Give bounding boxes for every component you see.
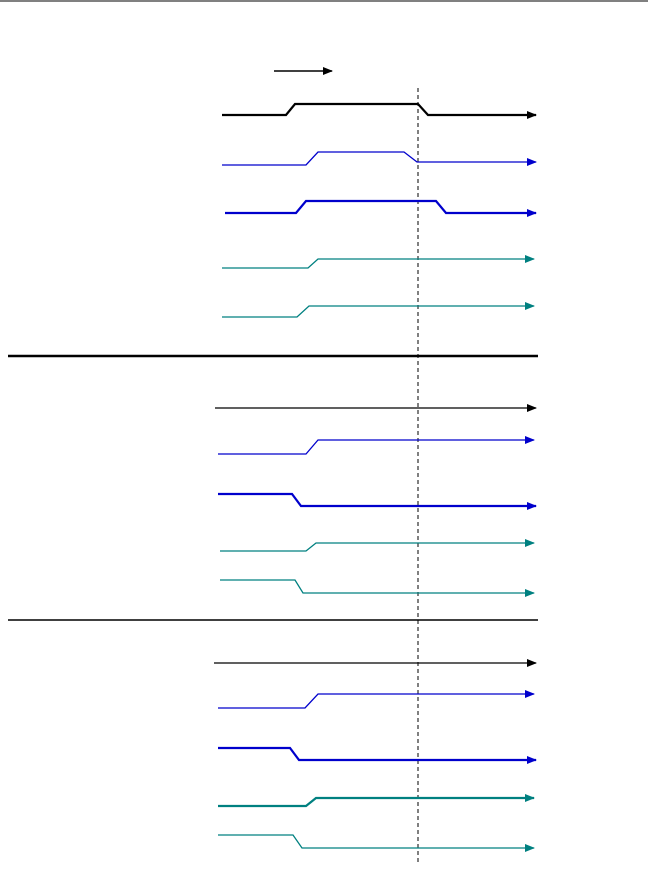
signal-1-2-waveform bbox=[222, 151, 537, 166]
signal-3-4-waveform bbox=[218, 794, 535, 808]
signal-1-1-waveform bbox=[222, 102, 537, 119]
signal-2-3-waveform bbox=[218, 492, 537, 510]
signal-1-4-waveform bbox=[222, 255, 535, 269]
signal-3-5-waveform bbox=[218, 834, 535, 852]
signal-3-2-waveform bbox=[218, 690, 535, 709]
signal-2-5-waveform bbox=[220, 579, 535, 597]
signal-2-2-waveform bbox=[218, 436, 535, 455]
signal-1-3-waveform bbox=[225, 199, 537, 217]
signal-1-5-waveform bbox=[222, 302, 535, 318]
signal-3-3-waveform bbox=[218, 746, 537, 764]
signal-2-4-waveform bbox=[220, 539, 535, 552]
